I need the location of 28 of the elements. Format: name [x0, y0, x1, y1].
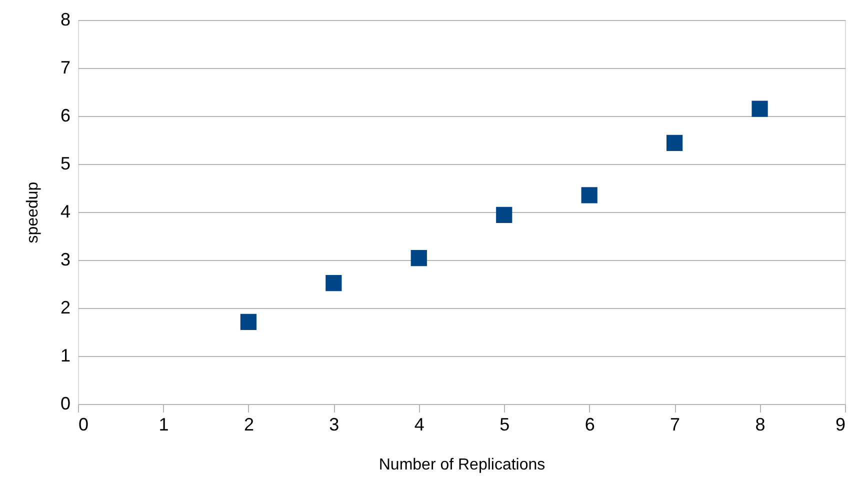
point: [326, 274, 342, 292]
point: [496, 206, 512, 223]
y-tick-label: 4: [60, 202, 70, 222]
x-tick-label: 4: [414, 414, 424, 434]
x-tick-label: 0: [78, 414, 89, 434]
x-axis-title: Number of Replications: [378, 456, 546, 474]
y-axis-title: speedup: [24, 182, 42, 244]
y-tick-label: 5: [60, 154, 70, 174]
x-tick-label: 2: [244, 414, 254, 434]
y-tick-label: 0: [60, 394, 70, 414]
x-tick-label: 5: [500, 414, 510, 434]
point: [410, 250, 427, 266]
y-tick-label: 7: [60, 58, 70, 78]
point: [666, 134, 683, 151]
x-tick-label: 9: [835, 414, 846, 434]
point: [581, 187, 598, 204]
y-tick-label: 2: [60, 298, 70, 318]
x-tick-label: 7: [670, 414, 680, 434]
x-tick-label: 1: [158, 414, 169, 434]
x-tick-label: 3: [329, 414, 340, 434]
y-tick-label: 1: [60, 346, 70, 366]
y-tick-label: 6: [60, 106, 70, 126]
x-tick-label: 6: [584, 414, 595, 434]
y-tick-label: 8: [60, 10, 70, 30]
point: [752, 100, 768, 117]
x-tick-label: 8: [755, 414, 766, 434]
point: [240, 314, 257, 330]
y-tick-label: 3: [60, 250, 70, 270]
